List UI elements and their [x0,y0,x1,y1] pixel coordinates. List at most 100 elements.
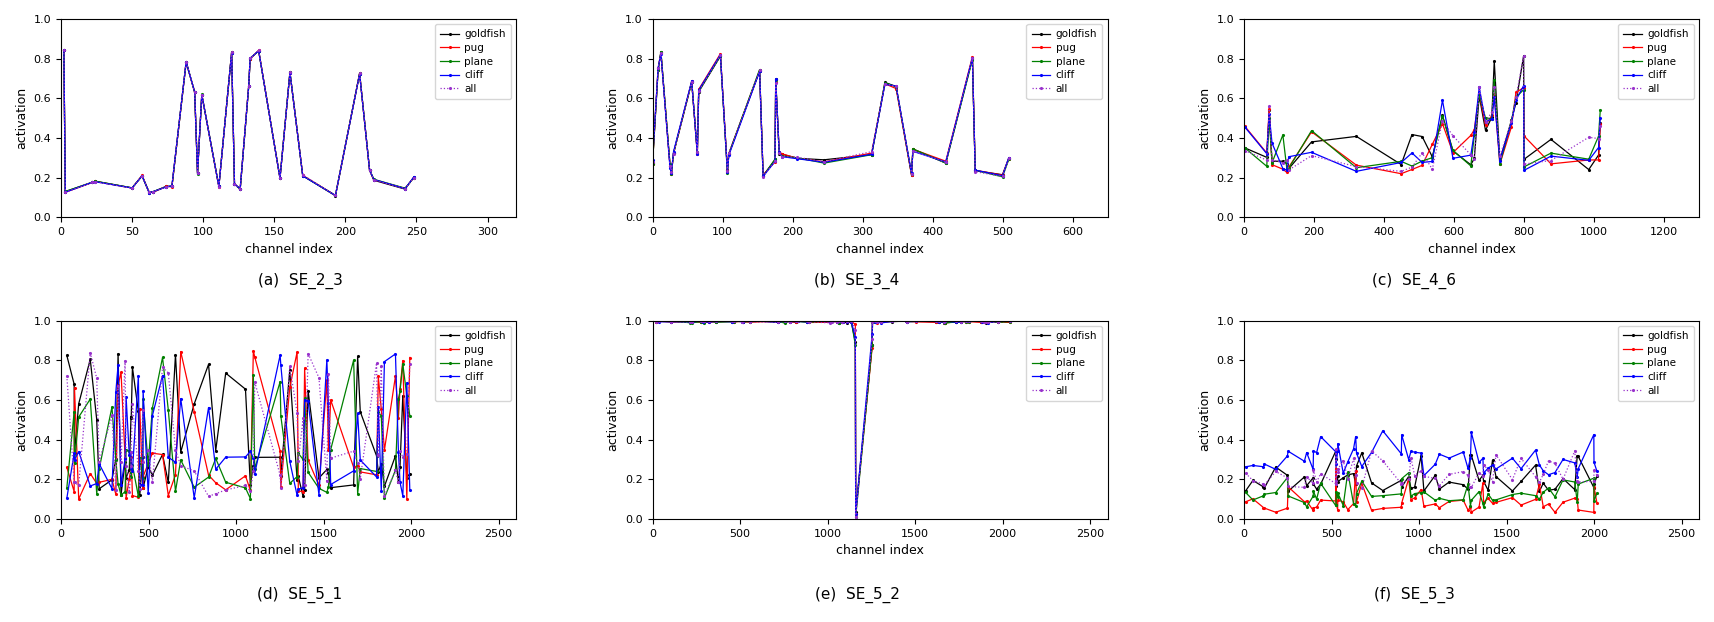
plane [1464,131,1484,139]
plane [1328,490,1349,497]
plane [1303,488,1323,495]
goldfish [1589,151,1609,159]
goldfish [1262,157,1282,165]
pug [1345,161,1366,169]
plane [225,180,245,188]
plane [648,67,668,74]
plane [1390,157,1411,165]
goldfish [286,476,307,484]
all [132,172,153,180]
goldfish [1256,154,1277,161]
pug [137,460,158,467]
Line: cliff: cliff [65,352,411,500]
X-axis label: channel index: channel index [836,544,924,557]
plane [55,188,75,195]
goldfish [221,49,242,57]
all [209,183,230,190]
cliff [230,185,250,192]
pug [643,160,663,167]
plane [403,174,423,182]
goldfish [1279,165,1299,172]
pug [1579,156,1599,164]
plane [962,56,982,63]
all [867,318,888,326]
pug [651,49,672,57]
pug [785,318,806,326]
all [1589,135,1609,142]
pug [240,55,261,63]
all [350,70,370,77]
goldfish [1344,470,1364,477]
all [1476,118,1496,126]
plane [288,450,309,457]
pug [209,183,230,190]
cliff [86,178,106,185]
cliff [360,166,381,174]
plane [1337,468,1357,476]
Y-axis label: activation: activation [607,87,619,149]
cliff [752,173,773,180]
all [1423,165,1443,173]
pug [363,176,384,183]
goldfish [775,318,795,325]
cliff [1505,96,1525,104]
Line: pug: pug [651,51,1011,177]
all [698,318,718,325]
plane [132,474,153,481]
all [137,447,158,454]
plane [1345,164,1366,172]
plane [718,150,739,157]
all [687,148,708,156]
cliff [999,154,1020,162]
plane [1587,490,1608,497]
cliff [1373,427,1393,435]
pug [403,174,423,182]
pug [936,157,956,165]
plane [192,91,213,98]
cliff [386,350,406,358]
cliff [238,82,259,90]
goldfish [766,76,787,83]
cliff [1513,167,1534,174]
plane [1460,162,1481,170]
cliff [1423,158,1443,165]
cliff [1591,114,1611,121]
goldfish [132,172,153,180]
cliff [403,174,423,181]
pug [1460,132,1481,139]
all [764,157,785,165]
pug [238,82,259,90]
plane [86,177,106,185]
all [1489,152,1510,159]
pug [161,183,182,190]
goldfish [1402,131,1423,138]
pug [326,192,346,199]
pug [1460,504,1481,511]
Line: plane: plane [1243,78,1603,170]
all [238,82,259,90]
pug [399,354,420,361]
cliff [185,88,206,96]
pug [1476,121,1496,129]
cliff [399,486,420,494]
cliff [788,318,809,325]
all [1279,166,1299,174]
goldfish [1505,99,1525,106]
Line: plane: plane [65,356,411,500]
cliff [682,77,703,85]
Legend: goldfish, pug, plane, cliff, all: goldfish, pug, plane, cliff, all [435,24,511,99]
Y-axis label: activation: activation [1198,389,1212,451]
all [279,68,300,76]
all [785,317,806,325]
plane [1589,132,1609,140]
Y-axis label: activation: activation [1198,87,1212,149]
pug [1412,162,1433,169]
goldfish [962,55,982,62]
pug [360,167,381,174]
goldfish [643,159,663,167]
goldfish [874,78,895,86]
cliff [903,147,924,155]
cliff [1337,458,1357,466]
cliff [122,465,142,472]
plane [862,151,883,159]
